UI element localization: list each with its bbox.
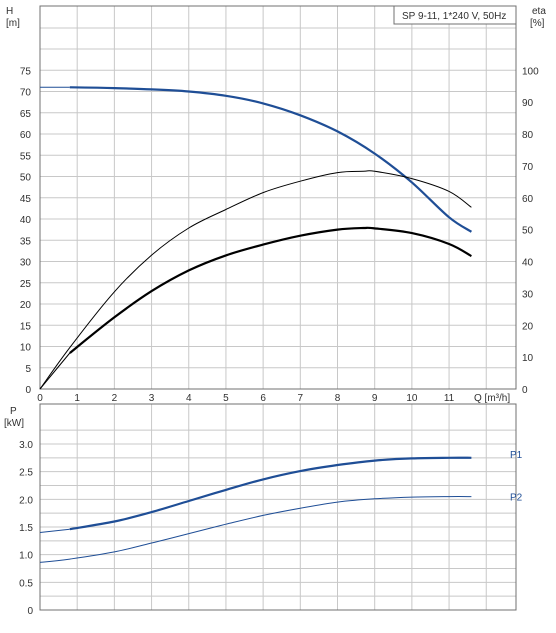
y-axis-unit-right: [%] (530, 18, 545, 29)
power-y-tick: 3.0 (19, 440, 33, 451)
y-tick-right: 20 (522, 321, 534, 332)
y-tick-left: 5 (25, 364, 31, 375)
p1-curve (69, 456, 472, 531)
x-tick-label: 7 (298, 393, 304, 404)
y-tick-right: 50 (522, 226, 534, 237)
y-tick-right: 0 (522, 385, 528, 396)
power-y-tick: 1.0 (19, 551, 33, 562)
p2-curve (39, 496, 472, 563)
x-axis-label: Q [m³/h] (474, 393, 510, 404)
x-tick-label: 3 (149, 393, 155, 404)
x-tick-label: 4 (186, 393, 192, 404)
x-tick-label: 9 (372, 393, 378, 404)
title-box (393, 5, 517, 25)
y-tick-right: 80 (522, 130, 534, 141)
y-tick-right: 70 (522, 162, 534, 173)
x-tick-label: 0 (37, 393, 43, 404)
p2-label: P2 (510, 493, 523, 504)
y-tick-left: 75 (20, 66, 32, 77)
p1-label: P1 (510, 450, 523, 461)
grid-lines (40, 6, 516, 610)
y-tick-right: 10 (522, 353, 534, 364)
x-tick-label: 2 (112, 393, 118, 404)
y-tick-left: 20 (20, 300, 32, 311)
y-tick-left: 60 (20, 130, 32, 141)
y-tick-left: 30 (20, 258, 32, 269)
y-axis-label-right: eta (532, 6, 546, 17)
y-axis-label-left: H (6, 6, 13, 17)
y-tick-left: 0 (25, 385, 31, 396)
y-tick-left: 70 (20, 88, 32, 99)
efficiency-curve-thick (69, 226, 472, 354)
x-tick-label: 11 (444, 393, 455, 404)
y-tick-left: 10 (20, 343, 32, 354)
power-y-tick: 2.0 (19, 495, 33, 506)
x-tick-label: 6 (260, 393, 266, 404)
y-tick-left: 45 (20, 194, 32, 205)
y-tick-right: 60 (522, 194, 534, 205)
y-tick-left: 25 (20, 279, 32, 290)
x-tick-label: 8 (335, 393, 341, 404)
power-axis-label: P (10, 406, 17, 417)
y-tick-left: 15 (20, 321, 32, 332)
y-tick-left: 55 (20, 151, 32, 162)
power-y-tick: 2.5 (19, 468, 33, 479)
y-axis-unit-left: [m] (6, 18, 20, 29)
y-tick-left: 35 (20, 236, 32, 247)
y-tick-right: 90 (522, 98, 534, 109)
x-tick-label: 1 (74, 393, 80, 404)
p1-curve-leadin (39, 528, 70, 533)
efficiency-curve-thin (39, 170, 472, 390)
x-tick-label: 10 (406, 393, 418, 404)
power-y-tick: 1.5 (19, 523, 33, 534)
y-tick-right: 30 (522, 289, 534, 300)
bottom-plot-frame (39, 403, 517, 611)
power-y-tick: 0 (27, 606, 33, 617)
head-curve (69, 86, 473, 233)
y-tick-left: 40 (20, 215, 32, 226)
chart-title: SP 9-11, 1*240 V, 50Hz (402, 11, 506, 22)
y-tick-right: 40 (522, 258, 534, 269)
power-y-tick: 0.5 (19, 578, 33, 589)
y-tick-left: 50 (20, 173, 32, 184)
x-tick-label: 5 (223, 393, 229, 404)
top-plot-frame (39, 5, 517, 390)
y-tick-left: 65 (20, 109, 32, 120)
y-tick-right: 100 (522, 66, 539, 77)
efficiency-curve-leadin (39, 352, 71, 390)
power-axis-unit: [kW] (4, 418, 24, 429)
